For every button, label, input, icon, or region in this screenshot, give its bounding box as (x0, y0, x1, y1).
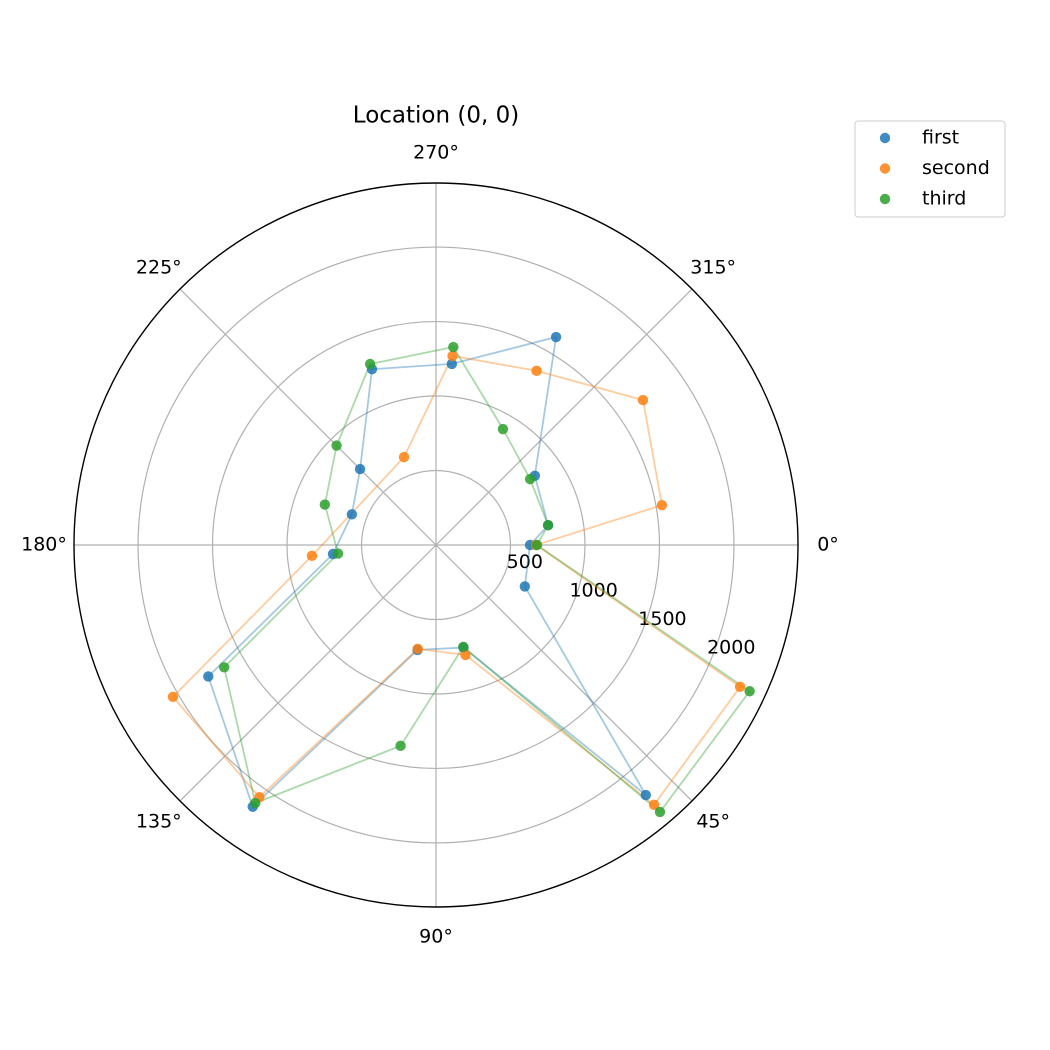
angular-tick-label: 315° (690, 256, 736, 278)
point (218, 662, 230, 673)
point (203, 671, 214, 682)
point (497, 423, 509, 435)
point (648, 799, 660, 811)
point (364, 358, 376, 370)
angular-tick-label: 225° (136, 256, 182, 278)
point (331, 440, 342, 451)
series-line (223, 345, 751, 814)
point (550, 331, 562, 343)
chart-title: Location (0, 0) (353, 103, 519, 129)
radial-tick-label: 1500 (638, 608, 686, 630)
point (524, 473, 536, 485)
point (637, 394, 649, 406)
point (460, 649, 471, 661)
point (332, 548, 344, 559)
angular-tick-label: 0° (817, 534, 839, 556)
legend-marker (879, 132, 891, 144)
point (519, 581, 531, 592)
point (447, 350, 458, 362)
radial-tick-label: 1000 (569, 580, 617, 602)
legend-label: second (922, 157, 990, 179)
series-line (171, 354, 742, 807)
point (354, 463, 366, 475)
radial-grid-line (211, 320, 661, 770)
point (654, 806, 666, 818)
radial-tick-label: 500 (507, 551, 543, 573)
radial-grid-line (360, 469, 512, 621)
angular-grid-line (179, 544, 437, 802)
point (640, 789, 652, 801)
angular-tick-label: 90° (419, 926, 453, 948)
angular-grid-line (435, 288, 693, 546)
point (542, 520, 554, 531)
radial-grid-line (137, 246, 735, 844)
angular-tick-label: 270° (413, 142, 459, 164)
polar-spine (73, 182, 799, 908)
legend-marker (879, 163, 891, 174)
point (734, 681, 746, 692)
point (306, 550, 318, 562)
point (446, 358, 458, 370)
angular-tick-label: 45° (696, 811, 730, 833)
point (531, 365, 542, 377)
angular-tick-label: 135° (136, 811, 182, 833)
radial-grid-line (286, 395, 586, 695)
point (250, 797, 261, 809)
point (346, 509, 358, 520)
radial-tick-label: 2000 (707, 637, 755, 659)
legend-label: first (922, 127, 959, 149)
point (656, 499, 668, 511)
point (531, 539, 543, 551)
point (412, 643, 423, 655)
point (458, 641, 469, 653)
point (398, 451, 410, 463)
point (319, 499, 331, 510)
point (744, 686, 755, 697)
series-line (207, 335, 647, 809)
point (448, 341, 459, 353)
legend-label: third (922, 188, 966, 210)
angular-grid-line (435, 544, 693, 802)
angular-tick-label: 180° (21, 534, 67, 556)
legend-marker (879, 193, 891, 205)
angular-grid-line (179, 288, 437, 546)
point (167, 691, 179, 703)
legend-box (854, 120, 1006, 218)
point (395, 740, 406, 752)
